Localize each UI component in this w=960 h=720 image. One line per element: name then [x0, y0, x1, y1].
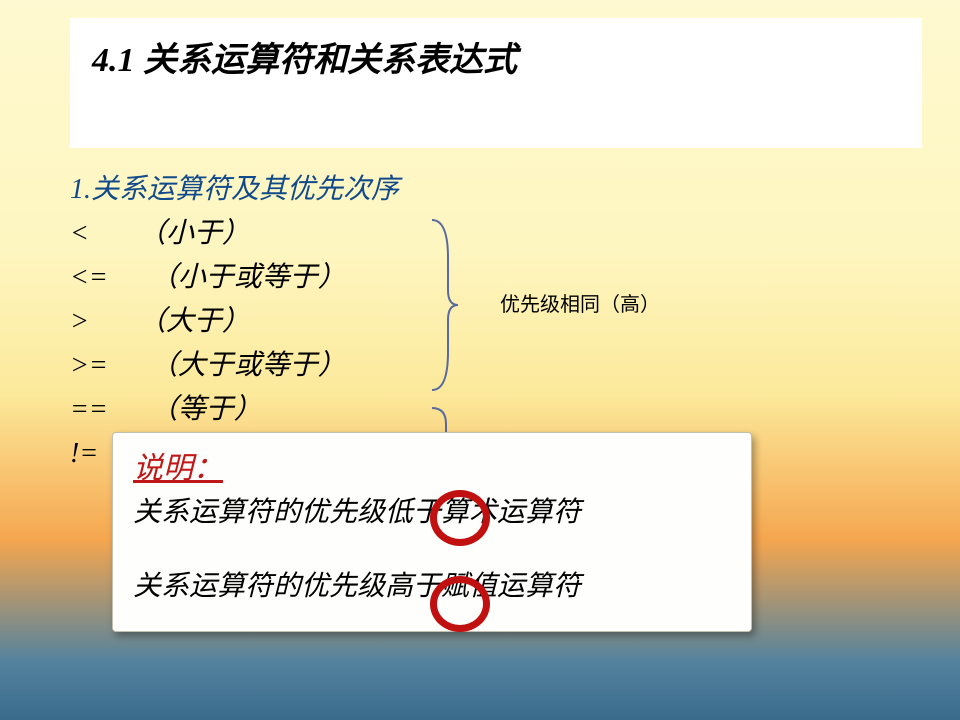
op-sym: > [70, 306, 89, 337]
op-desc: （等于） [150, 394, 262, 425]
op-sym: <= [70, 262, 108, 293]
note-line: 关系运算符的优先级高于赋值运算符 [133, 565, 731, 609]
op-sym: < [70, 218, 89, 249]
spacer [133, 535, 731, 565]
slide-title: 4.1 关系运算符和关系表达式 [92, 32, 900, 81]
body-area: 1.关系运算符及其优先次序 < （小于） <= （小于或等于） > （大于） >… [70, 168, 710, 476]
op-desc: （大于） [138, 306, 250, 337]
op-desc: （小于或等于） [150, 262, 346, 293]
note-heading: 说明： [133, 447, 731, 491]
op-desc: （小于） [138, 218, 250, 249]
op-sym: >= [70, 350, 108, 381]
operator-row: == （等于） [70, 388, 710, 432]
operator-row: < （小于） [70, 212, 710, 256]
note-box: 说明： 关系运算符的优先级低于算术运算符 关系运算符的优先级高于赋值运算符 [112, 432, 752, 632]
title-box: 4.1 关系运算符和关系表达式 [70, 18, 922, 148]
op-sym: != [70, 438, 98, 469]
op-desc: （大于或等于） [150, 350, 346, 381]
operator-row: >= （大于或等于） [70, 344, 710, 388]
brace-high-icon [430, 218, 460, 392]
priority-label-high: 优先级相同（高） [500, 288, 660, 317]
op-sym: == [70, 394, 108, 425]
note-line: 关系运算符的优先级低于算术运算符 [133, 491, 731, 535]
slide: 4.1 关系运算符和关系表达式 1.关系运算符及其优先次序 < （小于） <= … [0, 0, 960, 720]
section-heading: 1.关系运算符及其优先次序 [70, 168, 710, 212]
